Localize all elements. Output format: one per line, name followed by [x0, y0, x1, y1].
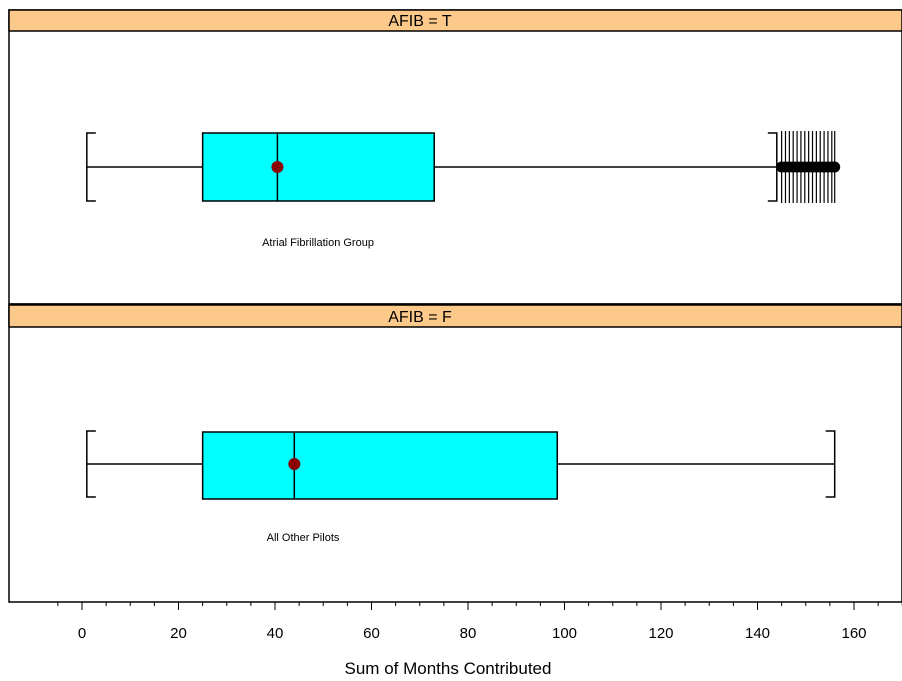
iqr-box-1	[201, 431, 559, 500]
mean-marker-0	[271, 161, 284, 173]
group-label-top: Atrial Fibrillation Group	[262, 237, 374, 249]
strip-bottom	[8, 304, 902, 328]
x-tick-label-140: 140	[745, 625, 770, 642]
panel-frame-top	[8, 9, 902, 305]
iqr-box-0	[201, 132, 435, 202]
whisker-cap-low-0	[86, 132, 96, 202]
x-tick-label-60: 60	[363, 625, 380, 642]
outlier-point-0-14	[829, 161, 841, 173]
whisker-cap-low-1	[86, 430, 96, 498]
x-tick-label-80: 80	[460, 625, 477, 642]
x-tick-label-0: 0	[78, 625, 86, 642]
x-axis-label: Sum of Months Contributed	[345, 659, 552, 678]
group-label-bottom: All Other Pilots	[267, 532, 340, 544]
whisker-cap-high-1	[825, 430, 836, 498]
x-tick-label-20: 20	[170, 625, 187, 642]
x-axis: 0 20 40 60 80 100 120 140 160	[57, 602, 902, 642]
x-tick-label-40: 40	[267, 625, 284, 642]
x-tick-label-160: 160	[841, 625, 866, 642]
x-tick-label-120: 120	[648, 625, 673, 642]
x-tick-label-100: 100	[552, 625, 577, 642]
strip-label-top: AFIB = T	[388, 13, 452, 30]
strip-label-bottom: AFIB = F	[388, 309, 452, 326]
strip-top	[8, 9, 902, 32]
mean-marker-1	[288, 458, 301, 470]
